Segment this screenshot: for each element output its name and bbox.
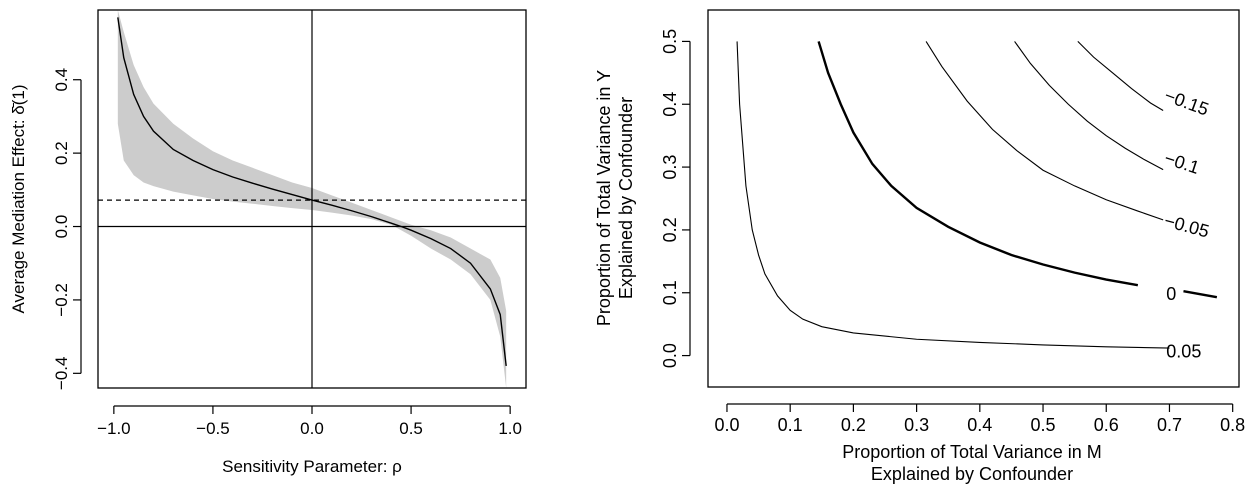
- left-x-tick-label: 0.0: [300, 419, 324, 438]
- contour-label: −0.05: [1162, 210, 1211, 241]
- right-panel: 0.050−0.05−0.1−0.15 0.0 0.1 0.2 0.3 0.4 0.5 0.…: [594, 9, 1245, 484]
- contour-line: [1077, 41, 1164, 112]
- left-y-tick-label: −0.2: [52, 283, 71, 317]
- left-y-tick-label: 0.2: [52, 141, 71, 165]
- right-y-tick-label: 0.1: [660, 280, 680, 305]
- left-y-tick-label: 0.4: [52, 68, 71, 92]
- right-y-axis: 0.0 0.1 0.2 0.3 0.4 0.5: [660, 29, 691, 368]
- contour-line: [1014, 41, 1164, 171]
- right-y-tick-label: 0.2: [660, 217, 680, 242]
- left-x-axis: −1.0 −0.5 0.0 0.5 1.0: [97, 405, 522, 438]
- right-x-tick-label: 0.8: [1220, 415, 1245, 435]
- left-x-tick-label: −0.5: [196, 419, 230, 438]
- right-x-axis-label: Proportion of Total Variance in M Explain…: [842, 442, 1101, 484]
- left-x-axis-label: Sensitivity Parameter: ρ: [222, 457, 402, 476]
- left-y-axis-label: Average Mediation Effect: δ̄(1): [9, 84, 28, 313]
- contour-line-tail: [1183, 290, 1218, 299]
- right-x-tick-label: 0.4: [967, 415, 992, 435]
- left-panel: −1.0 −0.5 0.0 0.5 1.0 −0.4 −0.2 0.0 0.2 0.4 Sens…: [9, 9, 527, 476]
- contour-label: −0.15: [1162, 85, 1212, 119]
- right-y-tick-label: 0.3: [660, 155, 680, 180]
- right-x-tick-label: 0.5: [1031, 415, 1056, 435]
- contour-line: [736, 41, 1170, 349]
- left-x-tick-label: −1.0: [97, 419, 131, 438]
- right-plot-area: 0.05 0 −0.05 −0.1 −0.15: [736, 41, 1218, 362]
- right-x-axis: 0.0 0.1 0.2 0.3 0.4 0.5 0.6 0.7 0.8: [714, 403, 1245, 435]
- left-y-tick-label: −0.4: [52, 357, 71, 391]
- contour-line: [925, 41, 1164, 221]
- left-y-tick-label: 0.0: [52, 215, 71, 239]
- right-plot-frame: [707, 9, 1240, 388]
- left-x-tick-label: 0.5: [399, 419, 423, 438]
- right-x-tick-label: 0.7: [1157, 415, 1182, 435]
- left-y-axis: −0.4 −0.2 0.0 0.2 0.4: [52, 68, 82, 391]
- right-x-tick-label: 0.0: [714, 415, 739, 435]
- right-y-tick-label: 0.4: [660, 92, 680, 117]
- right-x-tick-label: 0.3: [904, 415, 929, 435]
- right-y-tick-label: 0.0: [660, 343, 680, 368]
- right-x-tick-label: 0.6: [1094, 415, 1119, 435]
- left-x-tick-label: 1.0: [498, 419, 522, 438]
- contour-line: [817, 41, 1139, 287]
- left-plot-frame: [97, 9, 527, 389]
- right-x-tick-label: 0.1: [778, 415, 803, 435]
- right-x-tick-label: 0.2: [841, 415, 866, 435]
- right-y-tick-label: 0.5: [660, 29, 680, 54]
- right-y-axis-label: Proportion of Total Variance in Y Explain…: [594, 70, 636, 326]
- mediation-effect-line: [117, 17, 507, 367]
- left-plot-area: [98, 10, 526, 388]
- contour-label: 0: [1166, 284, 1176, 304]
- contour-label: 0.05: [1166, 342, 1201, 362]
- contour-label: −0.1: [1162, 148, 1202, 178]
